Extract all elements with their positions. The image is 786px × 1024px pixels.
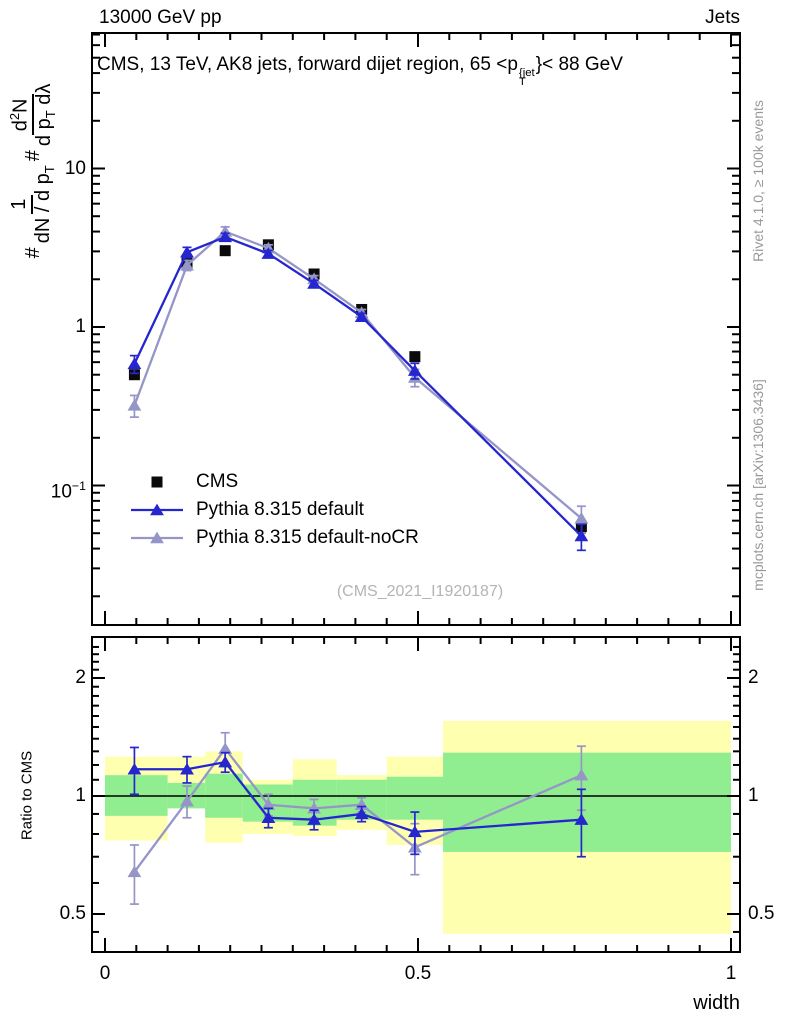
ratio-tick-label-left: 0.5: [59, 903, 86, 924]
pythia-nocr-marker-icon: [131, 531, 183, 544]
analysis-id-watermark: (CMS_2021_I1920187): [336, 583, 504, 600]
y-axis-tick-label: 10: [64, 157, 86, 179]
x-axis-tick-label: 1: [725, 963, 737, 984]
series-pythia-8-315-default: [127, 230, 589, 552]
main-panel-frame: [91, 32, 741, 626]
x-axis-tick-label: 0: [99, 963, 111, 984]
analysis-group-label: Jets: [705, 7, 740, 28]
x-axis-tick-label: 0.5: [404, 963, 432, 984]
cms-marker-icon: [151, 476, 163, 488]
ratio-tick-label-right: 2: [748, 666, 759, 688]
legend-label: Pythia 8.315 default-noCR: [196, 527, 419, 548]
legend-label: Pythia 8.315 default: [196, 499, 364, 520]
pythia-default-marker-icon: [131, 503, 183, 516]
ratio-tick-label-right: 1: [748, 785, 759, 806]
y-axis-tick-label: 10−1: [50, 478, 86, 502]
axis-ticks: [92, 33, 740, 952]
ratio-tick-label-right: 0.5: [748, 903, 775, 924]
legend: CMS Pythia 8.315 default Pythia 8.315 de…: [129, 468, 419, 552]
ratio-panel-frame: [91, 636, 741, 953]
ratio-panel-series: [127, 731, 589, 905]
legend-item-pythia-nocr: Pythia 8.315 default-noCR: [129, 524, 419, 552]
main-panel-series: [127, 225, 589, 552]
ratio-series-pythia-8-315-default: [127, 746, 589, 858]
y-axis-tick-label: 1: [75, 316, 86, 337]
panel-frames: [91, 32, 741, 953]
x-axis-label: width: [693, 992, 740, 1014]
beam-energy-label: 13000 GeV pp: [99, 7, 222, 28]
plot-title: CMS, 13 TeV, AK8 jets, forward dijet reg…: [97, 54, 623, 89]
legend-item-pythia-default: Pythia 8.315 default: [129, 496, 419, 524]
legend-label: CMS: [196, 471, 239, 492]
ratio-tick-label-left: 1: [75, 785, 86, 806]
ratio-tick-label-left: 2: [75, 666, 86, 688]
mcplots-credit: mcplots.cern.ch [arXiv:1306.3436]: [750, 379, 766, 591]
rivet-version-credit: Rivet 4.1.0, ≥ 100k events: [750, 100, 766, 262]
ratio-uncertainty-bands: [105, 720, 731, 934]
legend-item-cms: CMS: [129, 468, 419, 496]
